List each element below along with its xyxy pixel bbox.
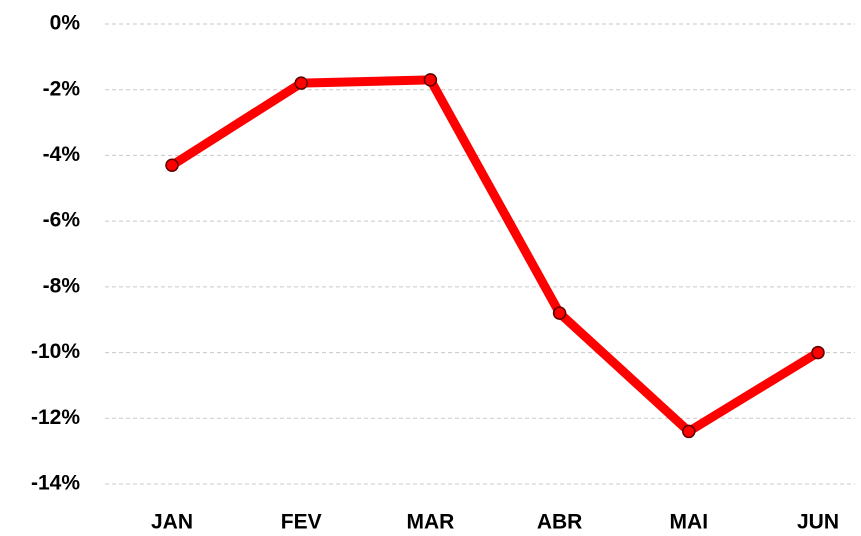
- y-tick-label: -10%: [31, 340, 80, 363]
- y-tick-label: -4%: [43, 143, 81, 166]
- y-tick-label: -6%: [43, 209, 81, 232]
- x-tick-label: JAN: [151, 511, 193, 534]
- y-tick-label: -2%: [43, 77, 81, 100]
- x-tick-label: MAI: [670, 511, 709, 534]
- x-tick-label: FEV: [281, 511, 322, 534]
- data-point: [682, 424, 696, 439]
- y-tick-label: -14%: [31, 472, 80, 495]
- x-tick-label: JUN: [797, 511, 839, 534]
- y-tick-label: -8%: [43, 274, 81, 297]
- data-point: [294, 76, 308, 90]
- data-point: [423, 73, 438, 87]
- x-tick-label: ABR: [537, 511, 583, 534]
- x-tick-label: MAR: [406, 511, 454, 534]
- data-point: [552, 306, 567, 320]
- y-tick-label: -12%: [31, 406, 80, 429]
- data-line: [167, 75, 823, 436]
- y-tick-label: 0%: [50, 12, 81, 35]
- data-point: [811, 345, 825, 360]
- data-point: [165, 158, 179, 173]
